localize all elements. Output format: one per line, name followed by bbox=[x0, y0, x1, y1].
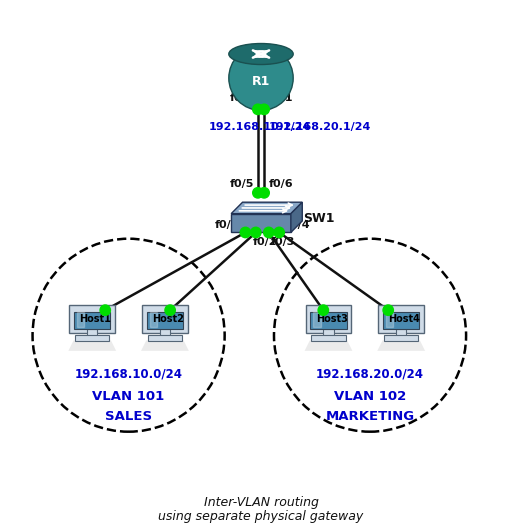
Text: using separate physical gateway: using separate physical gateway bbox=[158, 510, 364, 523]
Text: 192.168.20.1/24: 192.168.20.1/24 bbox=[269, 123, 371, 133]
Text: f0/4: f0/4 bbox=[286, 220, 310, 230]
FancyBboxPatch shape bbox=[74, 312, 111, 329]
Polygon shape bbox=[291, 202, 302, 232]
FancyBboxPatch shape bbox=[396, 329, 407, 338]
Text: f0/6: f0/6 bbox=[268, 179, 293, 189]
Circle shape bbox=[253, 188, 263, 198]
Circle shape bbox=[100, 305, 111, 316]
Circle shape bbox=[229, 46, 293, 110]
Circle shape bbox=[264, 227, 274, 238]
Circle shape bbox=[274, 227, 284, 238]
Text: VLAN 101: VLAN 101 bbox=[92, 390, 165, 403]
Polygon shape bbox=[150, 312, 157, 327]
FancyBboxPatch shape bbox=[87, 329, 98, 338]
Polygon shape bbox=[305, 340, 352, 351]
Circle shape bbox=[259, 188, 269, 198]
FancyBboxPatch shape bbox=[75, 335, 110, 341]
Text: Inter-VLAN routing: Inter-VLAN routing bbox=[204, 495, 318, 509]
FancyBboxPatch shape bbox=[142, 306, 188, 333]
Polygon shape bbox=[313, 312, 321, 327]
FancyBboxPatch shape bbox=[310, 312, 347, 329]
Text: 192.168.10.1/24: 192.168.10.1/24 bbox=[209, 123, 312, 133]
Circle shape bbox=[383, 305, 394, 316]
Polygon shape bbox=[77, 312, 85, 327]
Text: VLAN 102: VLAN 102 bbox=[334, 390, 406, 403]
Text: f0/3: f0/3 bbox=[270, 237, 295, 247]
Circle shape bbox=[259, 104, 269, 115]
Text: 192.168.10.0/24: 192.168.10.0/24 bbox=[75, 368, 183, 381]
Circle shape bbox=[240, 227, 251, 238]
FancyBboxPatch shape bbox=[69, 306, 115, 333]
Text: Host3: Host3 bbox=[316, 315, 348, 325]
Text: f0/1: f0/1 bbox=[268, 93, 293, 103]
FancyBboxPatch shape bbox=[231, 214, 291, 232]
FancyBboxPatch shape bbox=[311, 335, 346, 341]
Circle shape bbox=[165, 305, 175, 316]
Polygon shape bbox=[231, 202, 302, 214]
FancyBboxPatch shape bbox=[160, 329, 170, 338]
FancyBboxPatch shape bbox=[148, 335, 182, 341]
Text: 192.168.20.0/24: 192.168.20.0/24 bbox=[316, 368, 424, 381]
Text: f0/0: f0/0 bbox=[229, 93, 254, 103]
Circle shape bbox=[251, 227, 261, 238]
Polygon shape bbox=[141, 340, 189, 351]
Text: f0/2: f0/2 bbox=[253, 237, 278, 247]
Text: Host4: Host4 bbox=[388, 315, 420, 325]
Text: Host2: Host2 bbox=[152, 315, 184, 325]
Polygon shape bbox=[68, 340, 116, 351]
Text: f0/5: f0/5 bbox=[229, 179, 254, 189]
FancyBboxPatch shape bbox=[384, 335, 418, 341]
FancyBboxPatch shape bbox=[306, 306, 351, 333]
FancyBboxPatch shape bbox=[147, 312, 183, 329]
Circle shape bbox=[253, 104, 263, 115]
FancyBboxPatch shape bbox=[378, 306, 424, 333]
Text: f0/1: f0/1 bbox=[215, 220, 239, 230]
Polygon shape bbox=[377, 340, 425, 351]
Text: MARKETING: MARKETING bbox=[326, 410, 414, 422]
FancyBboxPatch shape bbox=[323, 329, 334, 338]
Circle shape bbox=[318, 305, 328, 316]
FancyBboxPatch shape bbox=[383, 312, 419, 329]
Text: SW1: SW1 bbox=[304, 213, 335, 225]
Text: R1: R1 bbox=[252, 75, 270, 88]
Text: SALES: SALES bbox=[105, 410, 152, 422]
Text: Host1: Host1 bbox=[79, 315, 111, 325]
Ellipse shape bbox=[229, 44, 293, 65]
Polygon shape bbox=[386, 312, 394, 327]
